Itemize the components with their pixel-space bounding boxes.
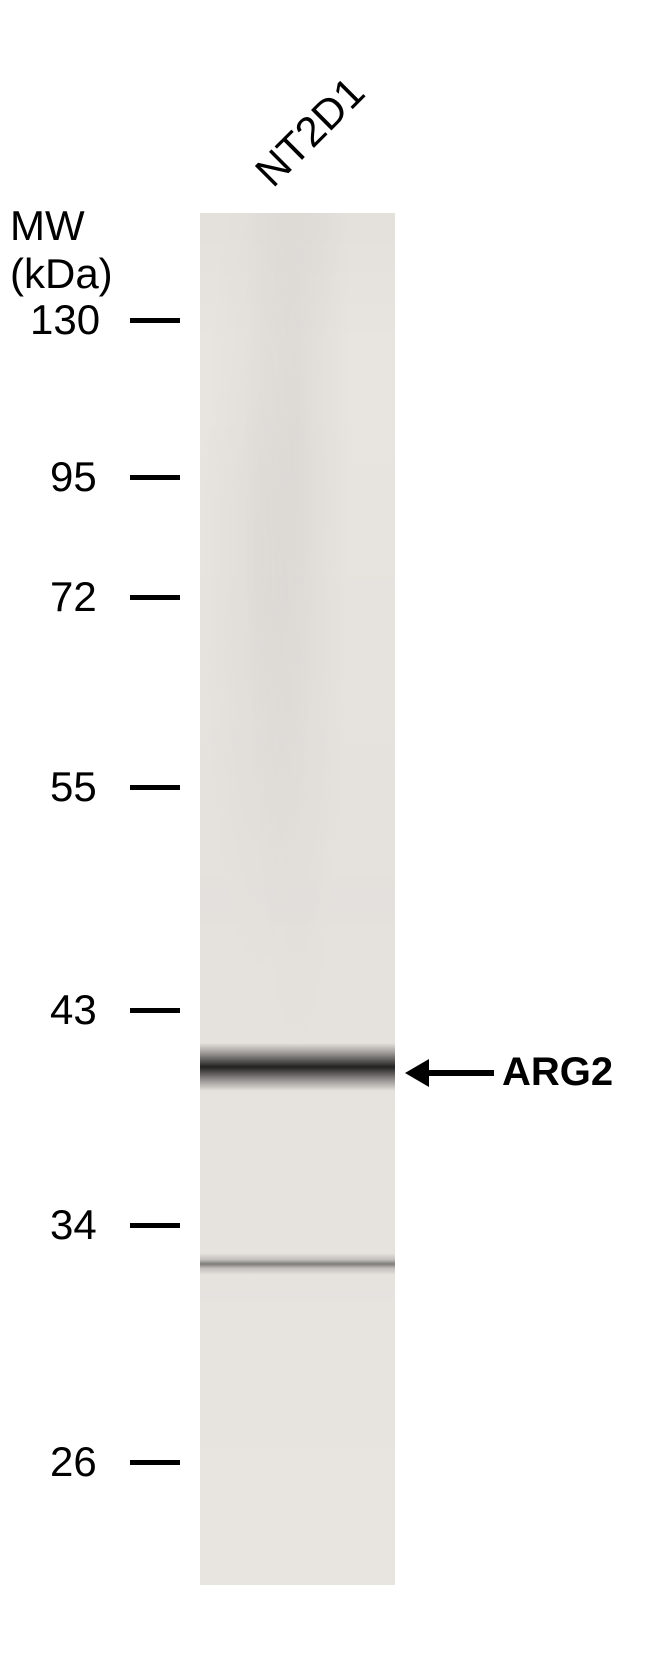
marker-26-tick bbox=[130, 1460, 180, 1465]
marker-43-label: 43 bbox=[50, 986, 97, 1034]
marker-34-label: 34 bbox=[50, 1201, 97, 1249]
arrow-head-icon bbox=[405, 1059, 429, 1087]
band-secondary bbox=[200, 1253, 395, 1275]
marker-95-label: 95 bbox=[50, 453, 97, 501]
marker-95-tick bbox=[130, 475, 180, 480]
target-label: ARG2 bbox=[502, 1050, 613, 1095]
arrow-line bbox=[429, 1070, 494, 1076]
marker-43-tick bbox=[130, 1008, 180, 1013]
marker-72-tick bbox=[130, 595, 180, 600]
mw-line1: MW bbox=[10, 202, 113, 250]
arrow-icon bbox=[405, 1059, 494, 1087]
marker-26-label: 26 bbox=[50, 1438, 97, 1486]
western-blot-figure: NT2D1 MW (kDa) 130 95 72 55 43 34 26 ARG… bbox=[0, 0, 650, 1660]
marker-130-tick bbox=[130, 318, 180, 323]
band-arg2 bbox=[200, 1043, 395, 1091]
blot-lane bbox=[200, 213, 395, 1585]
mw-line2: (kDa) bbox=[10, 250, 113, 298]
mw-header: MW (kDa) bbox=[10, 202, 113, 298]
marker-72-label: 72 bbox=[50, 573, 97, 621]
marker-34-tick bbox=[130, 1223, 180, 1228]
sample-label: NT2D1 bbox=[246, 68, 374, 196]
target-arrow-group: ARG2 bbox=[405, 1050, 613, 1095]
marker-55-label: 55 bbox=[50, 763, 97, 811]
marker-130-label: 130 bbox=[30, 296, 100, 344]
marker-55-tick bbox=[130, 785, 180, 790]
lane-noise bbox=[200, 213, 395, 1585]
